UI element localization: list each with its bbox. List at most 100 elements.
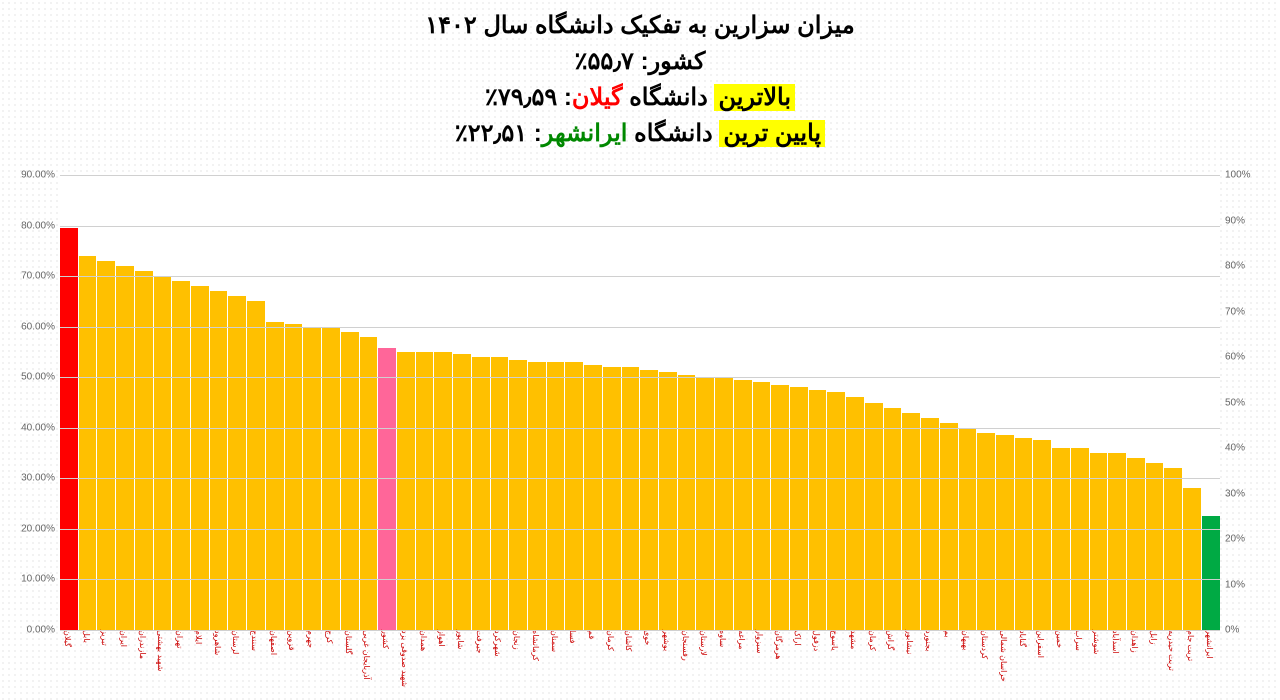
y-axis-label-right: 40%	[1225, 443, 1265, 454]
bar: اصفهان	[266, 322, 284, 630]
x-axis-label: خمین	[1055, 630, 1067, 648]
x-axis-label: گناباد	[1018, 630, 1030, 647]
bar: خراسان شمالی	[996, 435, 1014, 630]
x-axis-label: سنندج	[250, 630, 262, 651]
y-axis-label-left: 50.00%	[10, 372, 55, 383]
x-axis-label: ایران	[119, 630, 131, 647]
bar: کاشان	[622, 367, 640, 630]
grid-line	[60, 276, 1220, 277]
x-axis-label: شاهرود	[213, 630, 225, 655]
x-axis-label: زنجان	[512, 630, 524, 650]
x-axis-label: تربت جام	[1186, 630, 1198, 661]
x-axis-label: فسا	[568, 630, 580, 643]
x-axis-label: سبزوار	[755, 630, 767, 653]
bar: شهید بهشتی	[154, 276, 172, 630]
x-axis-label: کردستان	[980, 630, 992, 659]
bar: شوشتر	[1090, 453, 1108, 630]
bar: ایران	[116, 266, 134, 630]
y-axis-label-right: 100%	[1225, 170, 1265, 181]
x-axis-label: اراک	[793, 630, 805, 645]
grid-line	[60, 377, 1220, 378]
x-axis-label: مراغه	[737, 630, 749, 649]
x-axis-label: بابل	[82, 630, 94, 643]
x-axis-label: ساوه	[718, 630, 730, 647]
bar: قم	[584, 365, 602, 630]
x-axis-label: کاشان	[624, 630, 636, 651]
x-axis-label: کرمان	[606, 630, 618, 651]
bar: مازندران	[135, 271, 153, 630]
bar: اسفراین	[1033, 440, 1051, 630]
x-axis-label: خراسان شمالی	[999, 630, 1011, 682]
bar: گیلان	[60, 228, 78, 630]
bar: رفسنجان	[678, 375, 696, 630]
bar: بوشهر	[659, 372, 677, 630]
y-axis-label-right: 70%	[1225, 306, 1265, 317]
bar: گناباد	[1015, 438, 1033, 630]
x-axis-label: شوشتر	[1092, 630, 1104, 654]
bar: سمنان	[547, 362, 565, 630]
bar: لارستان	[696, 377, 714, 630]
grid-line	[60, 529, 1220, 530]
grid-line	[60, 327, 1220, 328]
x-axis-label: شهید صدوقی یزد	[400, 630, 412, 687]
grid-line	[60, 175, 1220, 176]
grid-line	[60, 630, 1220, 631]
bar: تبریز	[97, 261, 115, 630]
y-axis-label-left: 90.00%	[10, 170, 55, 181]
y-axis-label-left: 10.00%	[10, 574, 55, 585]
bar: هرمزگان	[771, 385, 789, 630]
y-axis-label-left: 80.00%	[10, 220, 55, 231]
y-axis-label-right: 80%	[1225, 261, 1265, 272]
grid-line	[60, 226, 1220, 227]
bar: مشهد	[846, 397, 864, 630]
x-axis-label: یاسوج	[830, 630, 842, 651]
bar: شاپور	[453, 354, 471, 630]
bar: جیرفت	[472, 357, 490, 630]
bar: همدان	[416, 352, 434, 630]
x-axis-label: جهرم	[306, 630, 318, 648]
bar: زنجان	[509, 360, 527, 630]
bar: بابل	[79, 256, 97, 630]
x-axis-label: زاهدان	[1130, 630, 1142, 653]
y-axis-label-left: 70.00%	[10, 271, 55, 282]
x-axis-label: بجنورد	[924, 630, 936, 651]
bar-chart: گیلانبابلتبریزایرانمازندرانشهید بهشتیتهر…	[60, 175, 1220, 630]
bar: بجنورد	[921, 418, 939, 630]
x-axis-label: خوی	[643, 630, 655, 645]
x-axis-label: کرمان	[868, 630, 880, 651]
bar: سبزوار	[753, 382, 771, 630]
y-axis-label-left: 40.00%	[10, 422, 55, 433]
bars-container: گیلانبابلتبریزایرانمازندرانشهید بهشتیتهر…	[60, 175, 1220, 630]
x-axis-label: شهرکرد	[493, 630, 505, 657]
y-axis-label-right: 10%	[1225, 579, 1265, 590]
y-axis-label-right: 30%	[1225, 488, 1265, 499]
bar: آذربایجان غربی	[360, 337, 378, 630]
bar: سنندج	[247, 301, 265, 630]
bar: نیشابور	[902, 413, 920, 630]
bar: اراک	[790, 387, 808, 630]
y-axis-label-right: 50%	[1225, 397, 1265, 408]
bar: زابل	[1146, 463, 1164, 630]
bar: کرمانشاه	[528, 362, 546, 630]
x-axis-label: همدان	[419, 630, 431, 651]
title-line-2: کشور: ۵۵٫۷٪	[0, 44, 1280, 80]
bar: سراب	[1071, 448, 1089, 630]
x-axis-label: لرستان	[231, 630, 243, 654]
x-axis-label: قم	[587, 630, 599, 639]
x-axis-label: بوشهر	[662, 630, 674, 651]
x-axis-label: ایلام	[194, 630, 206, 644]
x-axis-label: مشهد	[849, 630, 861, 649]
x-axis-label: تبریز	[100, 630, 112, 646]
x-axis-label: اسفراین	[1036, 630, 1048, 658]
bar: کرمان	[603, 367, 621, 630]
bar: کشور	[378, 348, 396, 630]
y-axis-label-left: 0.00%	[10, 625, 55, 636]
title-line-3: بالاترین دانشگاه گیلان: ۷۹٫۵۹٪	[0, 80, 1280, 116]
x-axis-label: اسدآباد	[1111, 630, 1123, 654]
x-axis-label: مازندران	[138, 630, 150, 659]
title-line-4: پایین ترین دانشگاه ایرانشهر: ۲۲٫۵۱٪	[0, 116, 1280, 152]
x-axis-label: هرمزگان	[774, 630, 786, 659]
bar: شهید صدوقی یزد	[397, 352, 415, 630]
title-line-1: میزان سزارین به تفکیک دانشگاه سال ۱۴۰۲	[0, 8, 1280, 44]
y-axis-label-left: 60.00%	[10, 321, 55, 332]
